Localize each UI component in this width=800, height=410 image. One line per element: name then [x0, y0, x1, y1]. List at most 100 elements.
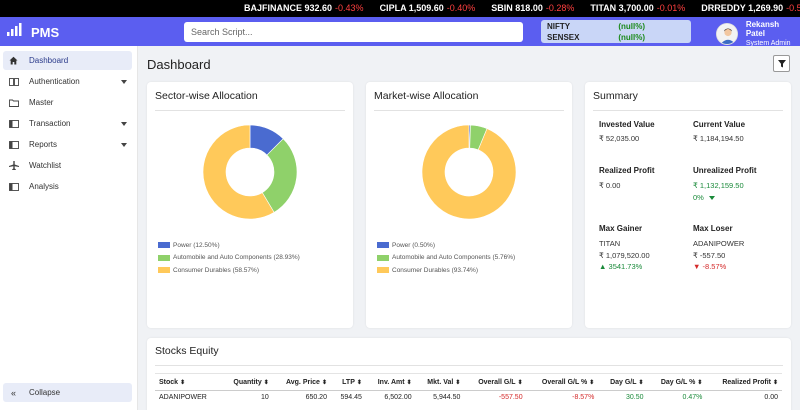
legend-item[interactable]: Consumer Durables (58.57%)	[158, 264, 300, 277]
sort-icon[interactable]: ⬍	[517, 379, 523, 386]
sidebar-item-label: Master	[29, 98, 54, 107]
legend-swatch	[158, 254, 170, 261]
ticker-change: -0.59%	[786, 3, 800, 13]
legend-item[interactable]: Automobile and Auto Components (5.76%)	[377, 252, 515, 265]
legend-swatch	[377, 242, 389, 249]
triangle-down-icon: ▼	[693, 262, 701, 271]
home-icon	[8, 56, 19, 65]
column-header[interactable]: Avg. Price ⬍	[272, 373, 331, 391]
app-logo[interactable]: PMS	[7, 23, 59, 41]
sort-icon[interactable]: ⬍	[356, 379, 362, 386]
chevron-down-icon[interactable]	[121, 121, 127, 126]
column-header-label: Day G/L %	[660, 378, 696, 386]
column-header[interactable]: Day G/L ⬍	[598, 373, 648, 391]
filter-button[interactable]	[773, 55, 790, 72]
collapse-button[interactable]: « Collapse	[3, 383, 132, 402]
legend-item[interactable]: Power (0.50%)	[377, 239, 515, 252]
column-header-label: Day G/L	[610, 378, 637, 386]
legend-item[interactable]: Power (12.50%)	[158, 239, 300, 252]
ticker-symbol: CIPLA 1,509.60	[379, 3, 444, 13]
sidebar: Dashboard Authentication Master Transact…	[0, 46, 138, 410]
ticker-change: -0.43%	[335, 3, 364, 13]
sidebar-item-analysis[interactable]: Analysis	[3, 177, 132, 196]
sort-icon[interactable]: ⬍	[321, 379, 327, 386]
column-header[interactable]: Day G/L % ⬍	[647, 373, 707, 391]
column-header[interactable]: Mkt. Val ⬍	[415, 373, 465, 391]
index-panel: NIFTY (null%) SENSEX (null%)	[541, 20, 691, 43]
triangle-up-icon: ▲	[599, 262, 607, 271]
column-header[interactable]: Realized Profit ⬍	[706, 373, 782, 391]
sort-icon[interactable]: ⬍	[772, 379, 778, 386]
table-cell: -557.50	[498, 394, 523, 402]
sort-icon[interactable]: ⬍	[455, 379, 461, 386]
bar-chart-icon	[7, 23, 22, 41]
sort-icon[interactable]: ⬍	[406, 379, 412, 386]
sidebar-item-dashboard[interactable]: Dashboard	[3, 51, 132, 70]
max-gainer-label: Max Gainer	[599, 224, 643, 233]
card-title: Stocks Equity	[155, 345, 219, 357]
chevron-down-icon[interactable]	[121, 142, 127, 147]
column-header[interactable]: Inv. Amt ⬍	[365, 373, 416, 391]
ticker-item: BAJFINANCE 932.60 -0.43%	[244, 3, 364, 13]
ticker-change: -0.28%	[545, 3, 575, 13]
column-header[interactable]: Quantity ⬍	[221, 373, 273, 391]
sort-icon[interactable]: ⬍	[638, 379, 644, 386]
column-header-label: Stock	[159, 378, 179, 386]
sort-icon[interactable]: ⬍	[263, 379, 269, 386]
top-header: PMS NIFTY (null%) SENSEX (null%) Rekansh…	[0, 17, 800, 47]
avatar[interactable]	[716, 22, 738, 45]
column-header-label: Overall G/L %	[541, 378, 588, 386]
legend-swatch	[377, 267, 389, 274]
table-cell: 10	[261, 394, 269, 402]
ticker-symbol: BAJFINANCE 932.60	[244, 3, 333, 13]
table-cell: 0.47%	[682, 394, 703, 402]
legend-item[interactable]: Automobile and Auto Components (28.93%)	[158, 252, 300, 265]
legend-label: Power (0.50%)	[392, 241, 435, 249]
search-input[interactable]	[184, 22, 523, 42]
sort-icon[interactable]: ⬍	[697, 379, 703, 386]
card-title: Market-wise Allocation	[374, 90, 479, 102]
sector-donut-chart[interactable]	[202, 124, 298, 220]
donut-slice[interactable]	[202, 124, 275, 220]
index-name: NIFTY	[547, 22, 571, 31]
invested-value-label: Invested Value	[599, 120, 655, 129]
table-cell: 30.50	[626, 394, 644, 402]
caret-down-icon	[708, 195, 715, 200]
max-gainer-pct: ▲ 3541.73%	[599, 262, 642, 271]
legend-label: Power (12.50%)	[173, 241, 220, 249]
legend-item[interactable]: Consumer Durables (93.74%)	[377, 264, 515, 277]
column-header[interactable]: LTP ⬍	[330, 373, 366, 391]
donut-slice[interactable]	[421, 124, 517, 220]
sidebar-item-reports[interactable]: Reports	[3, 135, 132, 154]
chevron-down-icon[interactable]	[121, 79, 127, 84]
table-cell: -8.57%	[572, 394, 595, 402]
sort-icon[interactable]: ⬍	[180, 379, 186, 386]
index-value: (null%)	[618, 33, 645, 42]
ticker-change: -0.40%	[446, 3, 476, 13]
market-donut-chart[interactable]	[421, 124, 517, 220]
realized-profit-value: ₹ 0.00	[599, 181, 621, 190]
index-name: SENSEX	[547, 33, 580, 42]
column-header[interactable]: Stock ⬍	[155, 373, 222, 391]
user-role: System Admin	[745, 40, 791, 47]
column-header[interactable]: Overall G/L ⬍	[464, 373, 527, 391]
sector-legend: Power (12.50%) Automobile and Auto Compon…	[158, 239, 300, 277]
table-row[interactable]: ADANIPOWER 10 650.20 594.45 6,502.00 5,944.50…	[155, 391, 782, 405]
page-title: Dashboard	[147, 57, 211, 72]
column-header[interactable]: Overall G/L % ⬍	[526, 373, 599, 391]
sidebar-item-authentication[interactable]: Authentication	[3, 72, 132, 91]
plane-icon	[8, 161, 19, 170]
column-header-label: Avg. Price	[285, 378, 320, 386]
ticker-item: DRREDDY 1,269.90-0.59%	[701, 3, 800, 13]
report-icon	[8, 140, 19, 149]
pct-text: -8.57%	[702, 262, 727, 271]
sidebar-item-watchlist[interactable]: Watchlist	[3, 156, 132, 175]
sidebar-item-master[interactable]: Master	[3, 93, 132, 112]
user-menu[interactable]: Rekansh Patel System Admin	[716, 20, 800, 47]
ticker-item: CIPLA 1,509.60 -0.40%	[380, 3, 476, 13]
sort-icon[interactable]: ⬍	[589, 379, 595, 386]
sidebar-item-transaction[interactable]: Transaction	[3, 114, 132, 133]
max-loser-value: ₹ -557.50	[693, 251, 726, 260]
filter-icon	[777, 55, 786, 73]
max-loser-label: Max Loser	[693, 224, 733, 233]
